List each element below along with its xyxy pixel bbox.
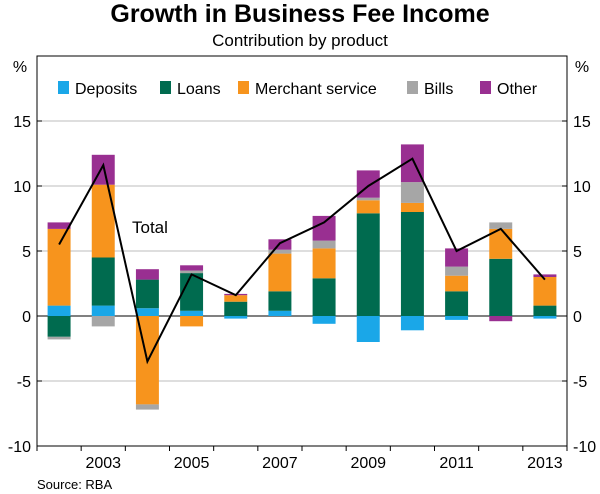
bar-merchant-service-2005 [180,316,204,327]
bar-bills-2005 [180,270,204,274]
source-note: Source: RBA [37,477,112,492]
y-tick-label-left: -10 [8,439,31,456]
bar-bills-2011 [445,266,469,276]
bar-merchant-service-2008 [312,248,336,279]
bar-deposits-2003 [91,305,115,316]
y-ticks-left: -10 -5 0 5 10 15 [8,114,42,456]
y-axis-unit-right: % [575,59,589,76]
legend: Deposits Loans Merchant service Bills Other [58,81,538,98]
legend-label-deposits: Deposits [75,81,137,98]
bar-loans-2004 [135,279,159,309]
bar-bills-2008 [312,240,336,249]
total-annotation: Total [132,218,168,237]
bar-merchant-service-2010 [400,202,424,212]
bar-loans-2003 [91,257,115,306]
legend-swatch-other [480,81,491,94]
bar-bills-2007 [268,249,292,254]
legend-label-other: Other [497,81,538,98]
x-tick-label-2007: 2007 [262,455,298,472]
bar-loans-2009 [356,213,380,316]
bar-deposits-2011 [445,316,469,320]
bar-loans-2005 [180,273,204,311]
bar-other-2005 [180,265,204,271]
y-axis-unit-left: % [13,59,27,76]
y-tick-label-left: 0 [22,309,31,326]
bar-bills-2010 [400,182,424,203]
bar-bills-2009 [356,197,380,201]
legend-label-bills: Bills [424,81,453,98]
bar-bills-2004 [135,404,159,410]
bar-merchant-service-2006 [224,295,248,302]
legend-label-merchant-service: Merchant service [255,81,377,98]
y-tick-label-right: 5 [573,244,582,261]
y-tick-label-left: 15 [13,114,31,131]
bar-loans-2011 [445,291,469,316]
gridlines [37,120,567,382]
bar-loans-2008 [312,278,336,316]
bar-merchant-service-2002 [47,228,71,306]
legend-swatch-deposits [58,81,69,94]
y-tick-label-right: 15 [573,114,591,131]
bar-loans-2002 [47,316,71,337]
bar-loans-2012 [489,258,513,316]
y-tick-label-right: -5 [573,374,587,391]
bar-loans-2006 [224,301,248,316]
x-tick-label-2005: 2005 [174,455,210,472]
bar-merchant-service-2011 [445,275,469,292]
total-line-layer [58,157,546,365]
bar-merchant-service-2013 [533,277,557,306]
legend-swatch-loans [160,81,171,94]
y-ticks-right: -10 -5 0 5 10 15 [562,114,596,456]
legend-label-loans: Loans [177,81,221,98]
bar-loans-2007 [268,291,292,311]
y-tick-label-right: -10 [573,439,596,456]
bar-other-2002 [47,222,71,229]
bars [47,144,557,410]
bar-other-2008 [312,215,336,241]
bar-merchant-service-2007 [268,253,292,292]
chart-title: Growth in Business Fee Income [110,0,489,28]
bar-deposits-2009 [356,316,380,342]
y-tick-label-right: 10 [573,179,591,196]
bar-merchant-service-2003 [91,184,115,258]
total-line [58,157,546,365]
bar-deposits-2005 [180,310,204,316]
x-ticks: 2003 2005 2007 2009 2011 2013 [36,446,568,472]
legend-swatch-bills [407,81,418,94]
bar-deposits-2013 [533,316,557,319]
bar-deposits-2006 [224,316,248,319]
chart-subtitle: Contribution by product [212,31,388,50]
bar-loans-2010 [400,212,424,316]
x-tick-label-2009: 2009 [350,455,386,472]
bar-deposits-2004 [135,308,159,316]
bar-other-2004 [135,269,159,280]
bar-deposits-2008 [312,316,336,324]
y-tick-label-right: 0 [573,309,582,326]
bar-bills-2003 [91,316,115,327]
x-tick-label-2013: 2013 [527,455,563,472]
y-tick-label-left: 5 [22,244,31,261]
bar-bills-2012 [489,222,513,229]
x-tick-label-2003: 2003 [85,455,121,472]
bar-deposits-2002 [47,305,71,316]
bar-other-2013 [533,274,557,277]
bar-deposits-2007 [268,310,292,316]
bar-bills-2002 [47,336,71,340]
bar-other-2012 [489,316,513,322]
bar-merchant-service-2009 [356,200,380,214]
y-tick-label-left: -5 [17,374,31,391]
bar-deposits-2010 [400,316,424,331]
legend-swatch-merchant-service [238,81,249,94]
bar-loans-2013 [533,305,557,316]
x-tick-label-2011: 2011 [439,455,474,472]
y-tick-label-left: 10 [13,179,31,196]
bar-other-2011 [445,248,469,267]
